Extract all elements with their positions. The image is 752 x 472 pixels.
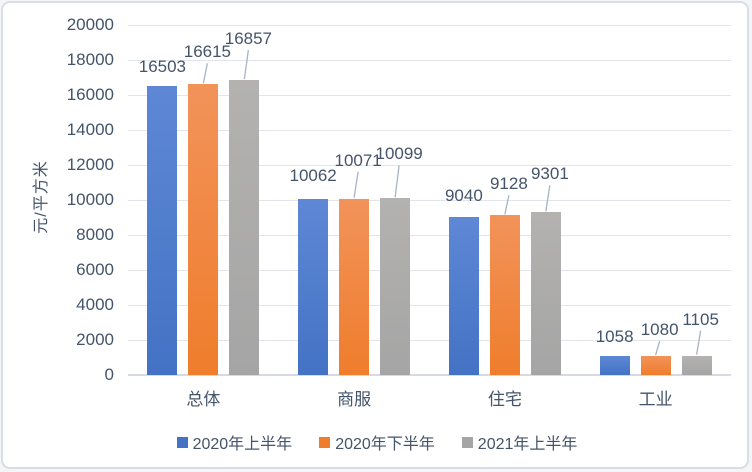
y-tick-label: 16000 xyxy=(66,85,114,104)
y-tick-label: 12000 xyxy=(66,155,114,174)
data-label: 10071 xyxy=(334,150,382,170)
y-tick-label: 18000 xyxy=(66,50,114,69)
legend-label: 2020年下半年 xyxy=(335,436,435,453)
bar-2021年上半年-总体[interactable] xyxy=(229,80,260,375)
legend-item-2020年上半年[interactable]: 2020年上半年 xyxy=(176,430,293,454)
y-tick-label: 10000 xyxy=(66,190,114,209)
bar-2021年上半年-商服[interactable] xyxy=(380,198,411,375)
x-category-label-总体: 总体 xyxy=(186,390,221,409)
x-category-label-工业: 工业 xyxy=(638,390,673,409)
gridline xyxy=(128,304,731,306)
gridline xyxy=(128,234,731,236)
data-label: 9040 xyxy=(444,185,483,205)
y-tick-label: 6000 xyxy=(76,260,114,279)
y-tick-label: 2000 xyxy=(76,330,114,349)
data-label: 10099 xyxy=(375,144,423,164)
x-axis-line xyxy=(128,374,731,376)
data-label: 16615 xyxy=(183,42,232,62)
bar-2020年上半年-住宅[interactable] xyxy=(448,216,479,375)
gridline xyxy=(128,339,731,341)
gridline xyxy=(128,94,731,96)
x-category-label-住宅: 住宅 xyxy=(487,390,522,409)
y-tick-label: 4000 xyxy=(76,295,114,314)
bar-2021年上半年-住宅[interactable] xyxy=(530,212,561,375)
chart-area: 元/平方米 0 2000 4000 6000 8000 10000 12000 14000 16… xyxy=(3,3,751,471)
legend-marker-icon xyxy=(461,436,473,448)
bar-2020年下半年-商服[interactable] xyxy=(339,198,370,375)
bar-2020年上半年-工业[interactable] xyxy=(599,356,630,375)
data-label: 9301 xyxy=(530,164,569,184)
data-label: 1058 xyxy=(595,327,634,347)
data-label: 16503 xyxy=(138,57,187,77)
legend-label: 2021年上半年 xyxy=(477,436,578,453)
gridline xyxy=(128,164,731,166)
data-label: 1080 xyxy=(640,320,679,340)
bar-2021年上半年-工业[interactable] xyxy=(681,355,712,375)
leader-line xyxy=(394,165,400,198)
data-label: 1105 xyxy=(682,309,719,329)
y-tick-label: 0 xyxy=(104,365,114,384)
bar-2020年下半年-总体[interactable] xyxy=(188,84,219,375)
legend-marker-icon xyxy=(319,436,331,448)
bar-2020年上半年-总体[interactable] xyxy=(147,86,178,375)
gridline xyxy=(128,129,731,131)
bar-2020年下半年-工业[interactable] xyxy=(640,356,671,375)
legend: 2020年上半年 2020年下半年 2021年上半年 xyxy=(3,430,751,454)
bar-2020年下半年-住宅[interactable] xyxy=(489,215,520,375)
gridline xyxy=(128,269,731,271)
legend-item-2020年下半年[interactable]: 2020年下半年 xyxy=(319,430,435,454)
legend-marker-icon xyxy=(176,436,188,448)
data-label: 16857 xyxy=(224,29,273,48)
data-label: 10062 xyxy=(289,165,337,185)
gridline xyxy=(128,59,731,61)
legend-item-2021年上半年[interactable]: 2021年上半年 xyxy=(461,430,578,454)
gridline xyxy=(128,199,731,201)
bar-2020年上半年-商服[interactable] xyxy=(298,198,329,375)
y-tick-label: 8000 xyxy=(76,225,114,244)
y-tick-label: 20000 xyxy=(66,15,114,34)
gridline xyxy=(128,24,731,26)
x-category-label-商服: 商服 xyxy=(337,390,372,409)
y-tick-label: 14000 xyxy=(66,120,114,139)
legend-label: 2020年上半年 xyxy=(192,436,293,453)
data-label: 9128 xyxy=(489,174,528,194)
